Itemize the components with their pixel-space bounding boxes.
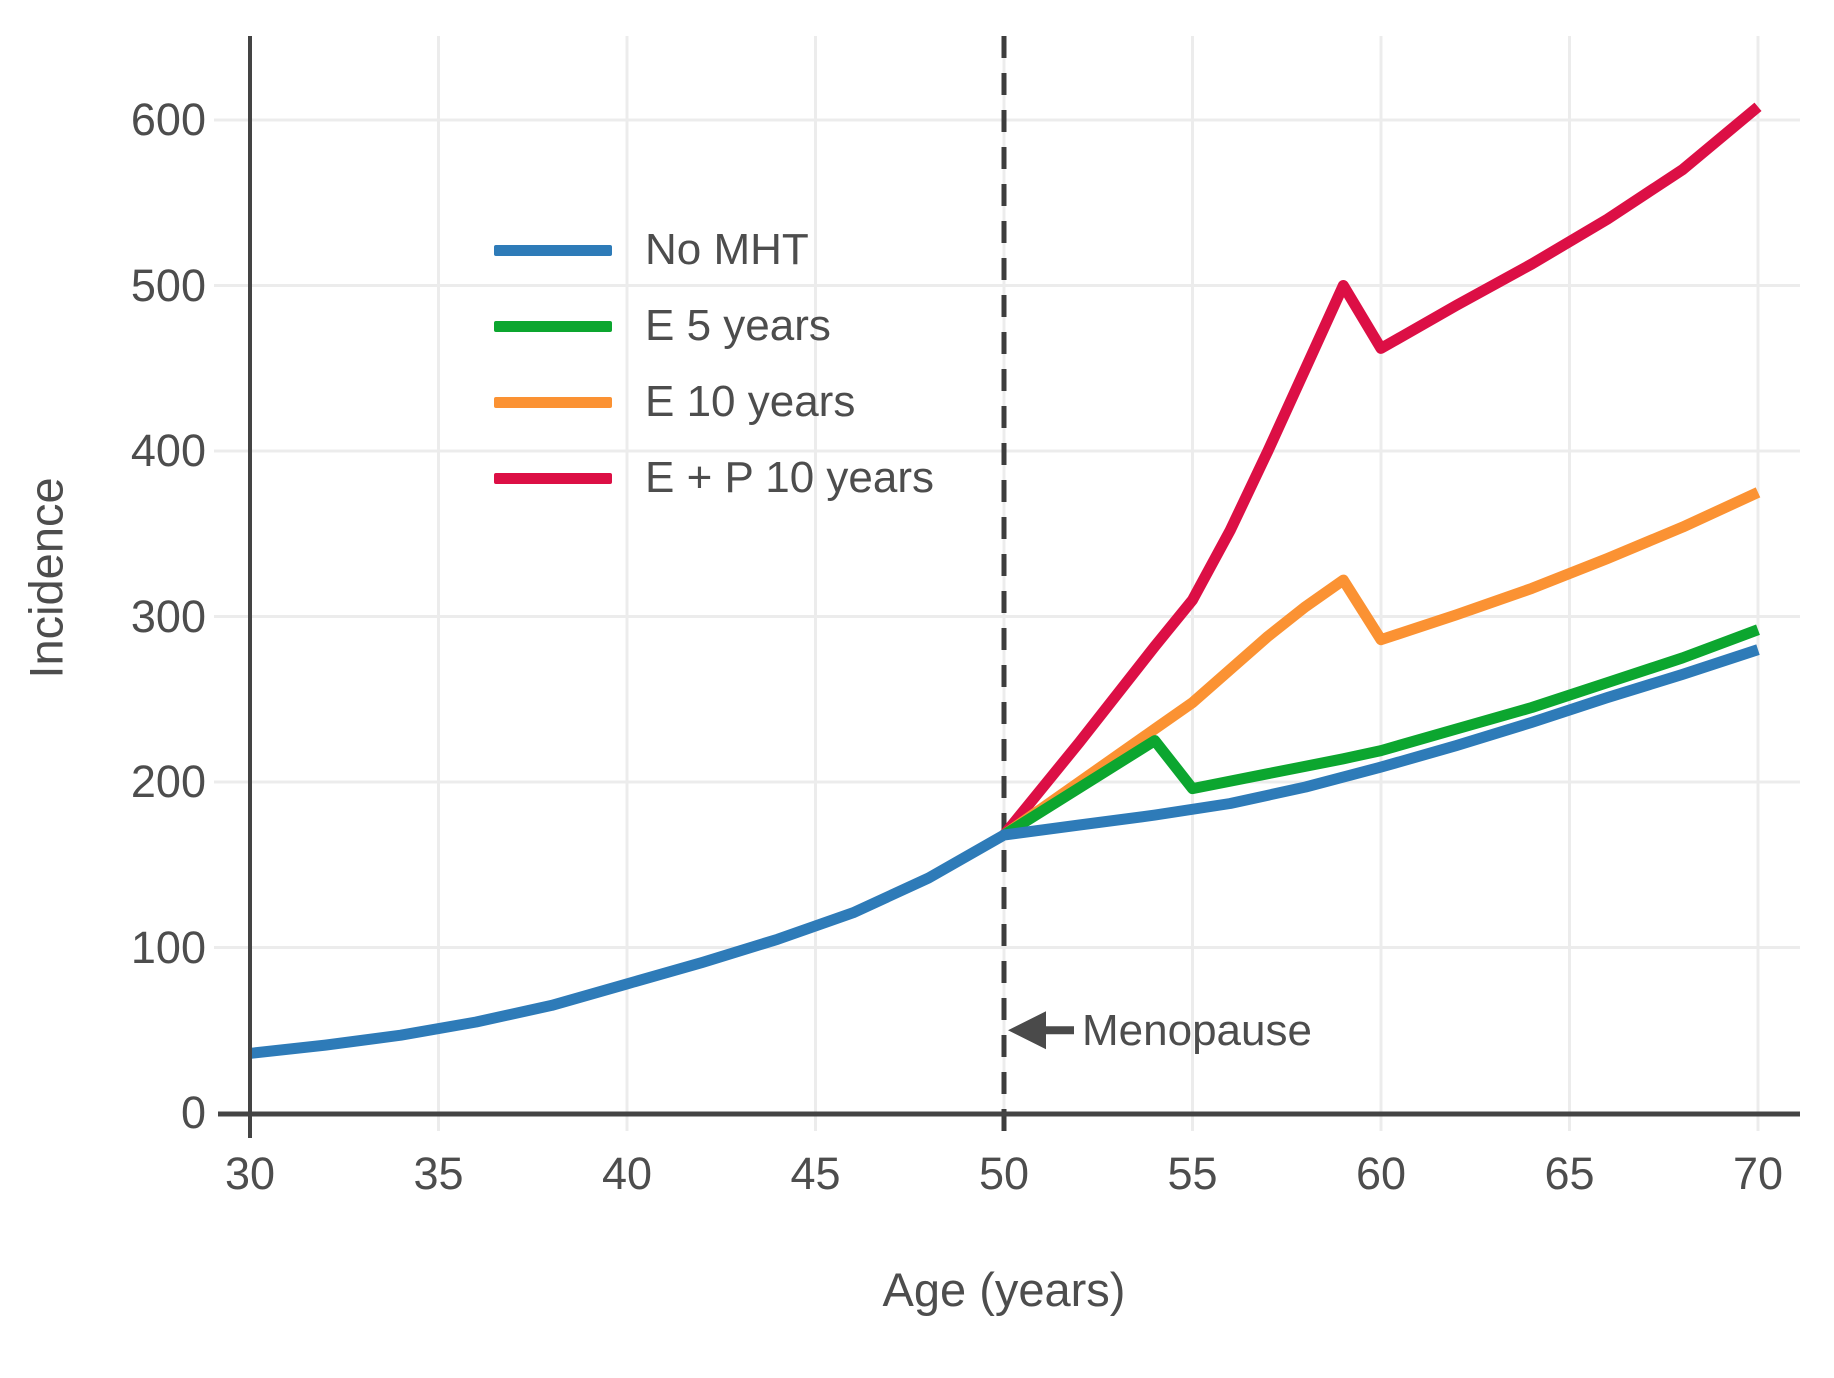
menopause-arrow-icon xyxy=(1008,1011,1046,1050)
series-line-e-5-years xyxy=(1001,624,1760,840)
y-axis-title: Incidence xyxy=(19,477,73,679)
legend-label-no-mht: No MHT xyxy=(645,225,809,274)
legend-label-e-10-years: E 10 years xyxy=(645,377,856,426)
y-tick-label-600: 600 xyxy=(130,94,206,145)
legend-item-e-5-years: E 5 years xyxy=(494,288,934,364)
legend-swatch-e-10-years xyxy=(494,396,612,408)
y-tick-label-400: 400 xyxy=(130,425,206,476)
y-tick-label-0: 0 xyxy=(180,1087,206,1138)
x-tick-label-50: 50 xyxy=(978,1148,1030,1199)
y-tick-label-300: 300 xyxy=(130,590,206,642)
x-tick-label-40: 40 xyxy=(601,1148,653,1199)
legend-swatch-e-p-10-years xyxy=(494,472,612,484)
legend-label-e-5-years: E 5 years xyxy=(645,301,831,350)
y-tick-label-500: 500 xyxy=(130,259,206,311)
legend-swatch-no-mht xyxy=(494,244,612,256)
legend: No MHT E 5 years E 10 years E + P 10 yea… xyxy=(494,212,934,516)
series-line-e-p-10-years xyxy=(999,102,1762,839)
x-axis-title: Age (years) xyxy=(882,1263,1126,1316)
menopause-annotation-label: Menopause xyxy=(1082,1006,1312,1055)
y-tick-label-200: 200 xyxy=(130,756,206,807)
y-tick-label-100: 100 xyxy=(130,921,206,973)
x-tick-label-55: 55 xyxy=(1167,1148,1218,1199)
legend-label-e-p-10-years: E + P 10 years xyxy=(645,453,935,502)
series-line-e-10-years xyxy=(1000,487,1761,840)
x-tick-label-30: 30 xyxy=(224,1148,276,1199)
x-tick-label-65: 65 xyxy=(1544,1148,1595,1199)
legend-item-e-p-10-years: E + P 10 years xyxy=(494,440,934,516)
legend-item-e-10-years: E 10 years xyxy=(494,364,934,440)
x-tick-label-35: 35 xyxy=(413,1148,464,1199)
legend-item-no-mht: No MHT xyxy=(494,212,934,288)
x-tick-label-60: 60 xyxy=(1355,1148,1407,1199)
legend-swatch-e-5-years xyxy=(494,320,612,332)
x-tick-label-70: 70 xyxy=(1732,1148,1784,1199)
series-line-no-mht xyxy=(249,644,1760,1059)
x-tick-label-45: 45 xyxy=(790,1148,841,1199)
